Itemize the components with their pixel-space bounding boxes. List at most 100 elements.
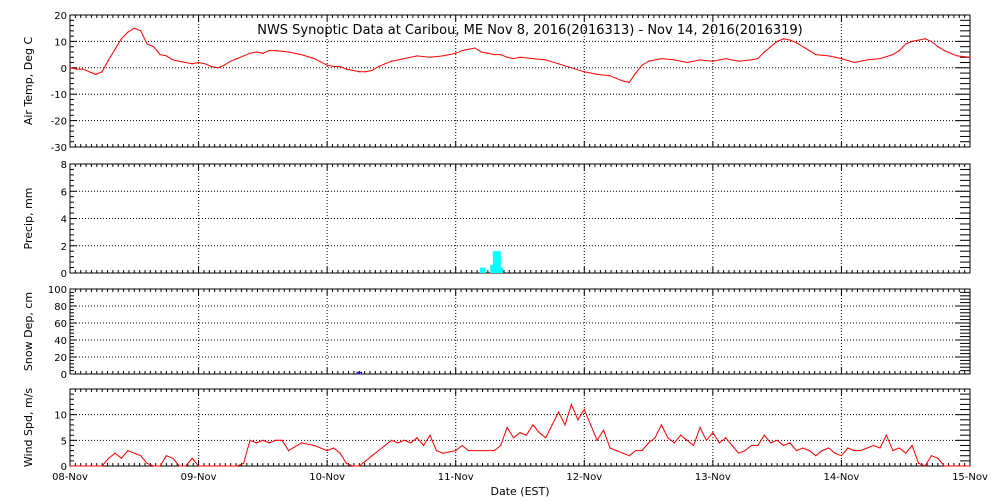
data-point	[782, 444, 785, 447]
data-point	[930, 40, 933, 43]
data-point	[127, 31, 129, 33]
data-point	[416, 437, 418, 439]
data-point	[133, 452, 135, 454]
data-point	[962, 465, 965, 467]
data-point	[911, 40, 913, 43]
data-point	[789, 442, 791, 444]
data-point	[969, 56, 971, 58]
data-point	[840, 455, 843, 457]
data-point	[287, 450, 290, 452]
data-point	[872, 444, 875, 447]
data-point	[217, 465, 219, 467]
data-point	[500, 444, 502, 447]
data-point	[654, 437, 656, 439]
data-point	[827, 55, 830, 57]
data-point	[249, 52, 251, 54]
data-point	[210, 65, 213, 68]
data-point	[358, 71, 360, 73]
y-tick-label: 4	[61, 215, 67, 226]
data-point	[512, 437, 515, 439]
data-point	[365, 71, 367, 73]
data-point	[917, 39, 920, 41]
data-point	[500, 54, 502, 56]
x-tick-label: 09-Nov	[181, 472, 217, 483]
data-point	[210, 465, 213, 467]
data-point	[737, 60, 740, 62]
data-point	[757, 57, 759, 60]
data-point	[615, 77, 618, 79]
data-point	[69, 67, 71, 69]
data-point	[371, 455, 373, 457]
data-point	[853, 450, 855, 452]
data-point	[165, 455, 168, 457]
data-point	[770, 442, 772, 444]
data-point	[487, 52, 489, 54]
data-point	[172, 457, 174, 459]
y-tick-label: 0	[61, 370, 67, 381]
data-point	[165, 55, 168, 57]
y-tick-label: 60	[54, 319, 67, 330]
data-point	[242, 55, 245, 57]
y-tick-label: 80	[54, 302, 67, 313]
data-point	[480, 450, 483, 452]
data-point	[107, 457, 110, 459]
panel-2: 0 20 40 60 80 100 Snow Dep, cm	[22, 285, 971, 381]
data-point	[75, 68, 78, 70]
data-point	[686, 439, 688, 441]
data-point	[217, 67, 219, 69]
data-point	[789, 39, 791, 41]
data-point	[313, 57, 315, 60]
data-point	[577, 419, 579, 421]
data-point	[95, 73, 97, 75]
data-point	[532, 57, 534, 60]
data-point	[300, 54, 303, 56]
data-point	[480, 51, 483, 53]
data-point	[924, 465, 926, 467]
x-tick-label: 14-Nov	[823, 472, 859, 483]
data-point	[275, 50, 277, 52]
data-point	[455, 450, 457, 452]
data-point	[609, 447, 611, 449]
data-point	[930, 455, 933, 457]
data-point	[223, 64, 225, 66]
y-tick-label: 2	[61, 242, 67, 253]
x-tick-label: 13-Nov	[695, 472, 731, 483]
y-tick-label: 10	[54, 411, 67, 422]
data-point	[326, 450, 328, 452]
data-point	[236, 57, 238, 60]
data-point	[204, 465, 206, 467]
y-tick-label: -10	[51, 90, 67, 101]
data-point	[519, 432, 521, 434]
data-point	[467, 48, 470, 50]
data-point	[943, 50, 945, 52]
data-point	[120, 457, 123, 459]
y-tick-label: 8	[61, 160, 67, 171]
data-point	[596, 73, 598, 75]
data-point	[950, 52, 952, 54]
data-point	[107, 59, 110, 61]
data-point	[172, 59, 174, 61]
y-axis-title: Snow Dep, cm	[22, 292, 35, 371]
bar	[480, 267, 486, 273]
bar	[495, 251, 501, 273]
data-point	[146, 43, 148, 45]
data-point	[725, 57, 727, 60]
data-point	[840, 57, 843, 60]
panel-1: 0 2 4 6 8 Precip, mm	[22, 160, 971, 280]
data-point	[545, 59, 547, 61]
data-point	[712, 432, 714, 434]
data-point	[525, 434, 528, 436]
data-point	[705, 439, 708, 441]
data-point	[905, 452, 907, 454]
data-point	[461, 50, 463, 52]
data-point	[770, 46, 772, 48]
x-tick-label: 12-Nov	[566, 472, 602, 483]
data-point	[943, 465, 945, 467]
data-point	[815, 455, 817, 457]
data-point	[474, 47, 476, 49]
data-point	[609, 75, 611, 77]
data-point	[332, 447, 335, 449]
data-point	[410, 442, 412, 444]
